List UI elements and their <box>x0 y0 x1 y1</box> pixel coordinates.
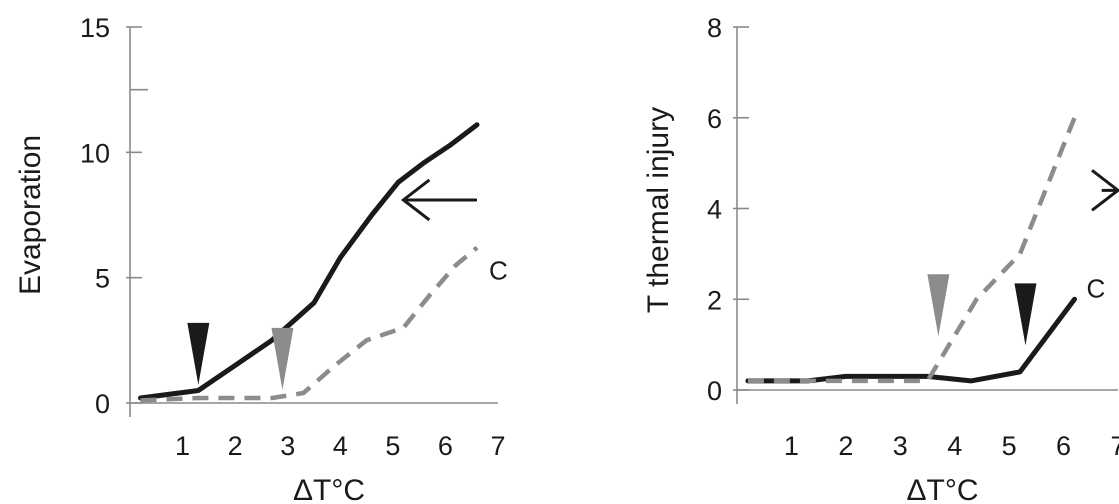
y-axis-label: T thermal injury <box>642 107 675 313</box>
x-tick-label: 1 <box>175 431 190 461</box>
y-tick-label: 2 <box>707 285 722 315</box>
y-tick-label: 4 <box>707 195 722 225</box>
x-tick-label: 7 <box>1110 431 1119 461</box>
x-tick-label: 2 <box>838 431 853 461</box>
chart-evaporation: 0 5 10 15 1 2 3 4 5 6 7 ΔT°C Evaporation C <box>14 13 508 504</box>
x-tick-label: 4 <box>333 431 348 461</box>
x-tick-label: 4 <box>947 431 962 461</box>
arrow-right-icon <box>1091 169 1119 212</box>
threshold-marker-icon <box>187 322 210 385</box>
series-solid-line <box>138 122 480 401</box>
x-tick-label: 1 <box>784 431 799 461</box>
y-axis-label: Evaporation <box>14 135 47 295</box>
y-tick-label: 8 <box>707 13 722 43</box>
x-tick-label: 5 <box>1002 431 1017 461</box>
threshold-marker-icon <box>271 327 294 390</box>
threshold-marker-icon <box>927 274 950 337</box>
x-tick-label: 3 <box>893 431 908 461</box>
curve-label: C <box>489 256 508 286</box>
y-tick-label: 6 <box>707 104 722 134</box>
y-tick-label: 15 <box>80 13 110 43</box>
arrow-left-icon <box>400 178 431 222</box>
x-axis-label: ΔT°C <box>293 474 365 504</box>
x-tick-label: 6 <box>1056 431 1071 461</box>
chart-thermal-injury: 0 2 4 6 8 1 2 3 4 5 6 7 ΔT°C T thermal injury C <box>642 13 1119 504</box>
y-tick-label: 0 <box>707 376 722 406</box>
y-tick-label: 0 <box>95 389 110 419</box>
x-tick-label: 7 <box>490 431 505 461</box>
y-tick-label: 10 <box>80 138 110 168</box>
threshold-marker-icon <box>1014 283 1037 346</box>
x-tick-label: 5 <box>385 431 400 461</box>
series-dashed-line <box>140 245 479 403</box>
x-tick-label: 6 <box>438 431 453 461</box>
x-tick-label: 2 <box>228 431 243 461</box>
x-axis-label: ΔT°C <box>906 474 978 504</box>
series-dashed-line <box>747 116 1077 384</box>
x-tick-label: 3 <box>280 431 295 461</box>
curve-label: C <box>1086 273 1105 303</box>
y-tick-label: 5 <box>95 264 110 294</box>
